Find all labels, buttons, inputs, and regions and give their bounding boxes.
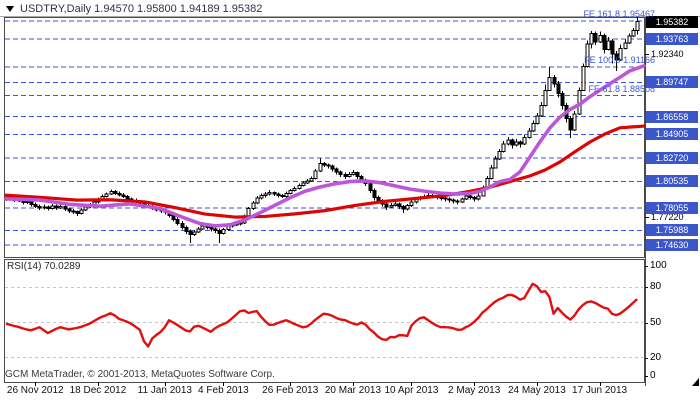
fast-ma-purple-line	[4, 64, 646, 228]
candlestick-series	[4, 17, 640, 244]
slow-ma-red-line	[4, 124, 646, 219]
rsi-line	[5, 282, 638, 348]
axis-end-marker-icon	[692, 378, 699, 386]
